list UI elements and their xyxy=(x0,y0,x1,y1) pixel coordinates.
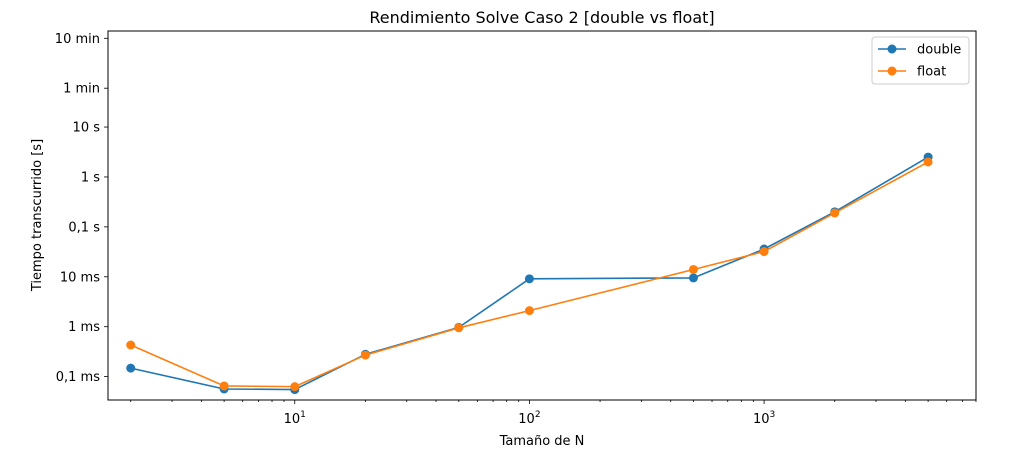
y-tick-label: 1 min xyxy=(63,82,100,97)
x-tick-label: 102 xyxy=(518,410,540,427)
legend-marker-float xyxy=(887,66,897,76)
data-point-float xyxy=(360,350,370,360)
y-tick-label: 0,1 s xyxy=(68,220,100,235)
series-line-float xyxy=(130,161,929,388)
series-line-double xyxy=(130,156,929,391)
data-point-double xyxy=(126,363,136,373)
plot-frame xyxy=(107,30,977,401)
legend-marker-double xyxy=(887,44,897,54)
data-point-float xyxy=(759,247,769,257)
y-tick-label: 1 s xyxy=(81,170,100,185)
legend-label-float: float xyxy=(917,65,946,80)
y-tick-label: 1 ms xyxy=(68,320,100,335)
data-point-float xyxy=(290,382,300,392)
data-point-float xyxy=(126,340,136,350)
data-point-float xyxy=(219,381,229,391)
data-point-double xyxy=(688,273,698,283)
y-tick-label: 10 ms xyxy=(60,270,100,285)
legend: double float xyxy=(871,36,970,85)
y-tick-label: 0,1 ms xyxy=(56,370,100,385)
data-point-float xyxy=(923,157,933,167)
data-point-float xyxy=(524,306,534,316)
x-tick-label: 101 xyxy=(284,410,306,427)
y-tick-label: 10 s xyxy=(73,121,101,136)
chart-title: Rendimiento Solve Caso 2 [double vs floa… xyxy=(369,8,714,27)
y-axis-title: Tiempo transcurrido [s] xyxy=(30,139,45,292)
data-point-double xyxy=(524,274,534,284)
data-point-float xyxy=(830,208,840,218)
data-point-float xyxy=(454,323,464,333)
x-axis-title: Tamaño de N xyxy=(499,434,585,449)
data-point-float xyxy=(688,264,698,274)
y-tick-label: 10 min xyxy=(55,32,100,47)
plot-area: 101 102 103 0,1 ms 1 ms 10 ms 0,1 s 1 s 10 s 1 mi… xyxy=(55,32,977,427)
x-tick-label: 103 xyxy=(753,410,775,427)
legend-label-double: double xyxy=(917,43,961,58)
